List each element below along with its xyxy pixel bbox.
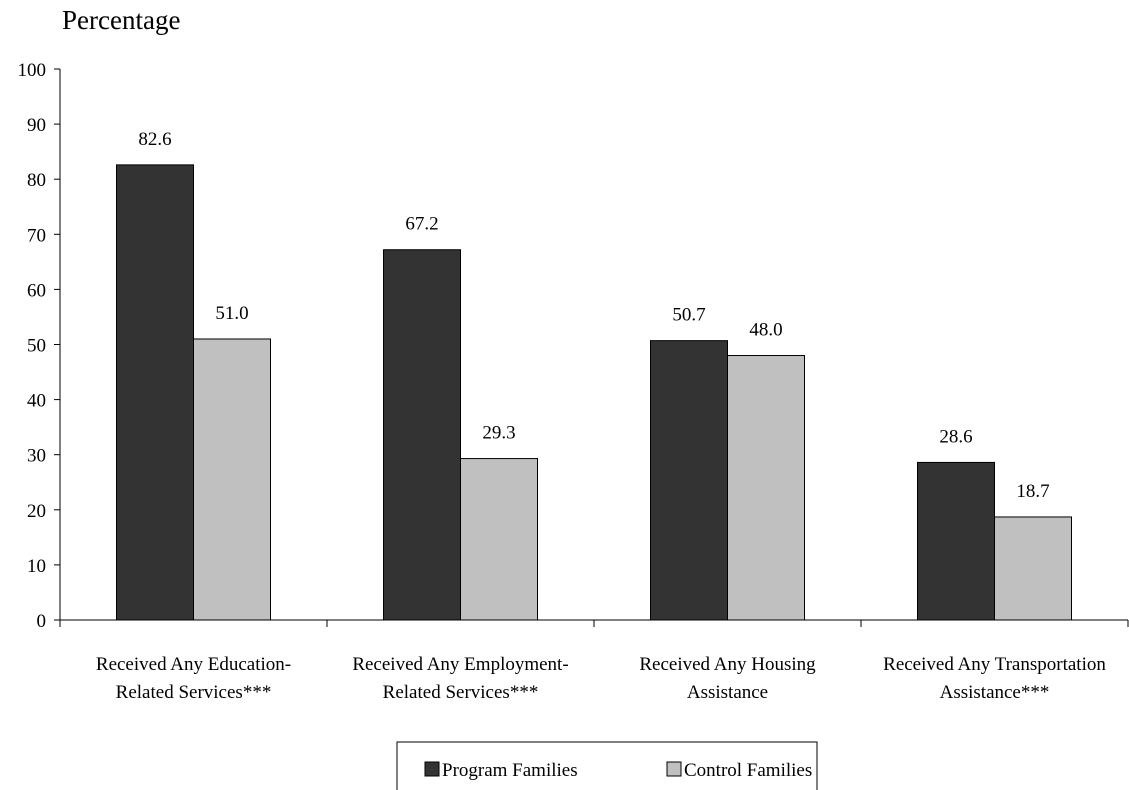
bar-program: [917, 461, 995, 621]
x-category-label: Related Services***: [383, 682, 539, 703]
bar-control: [193, 338, 271, 621]
y-axis-title: Percentage: [62, 5, 180, 35]
bar-control: [727, 355, 805, 621]
x-category-label: Received Any Transportation: [883, 654, 1106, 675]
legend-box: [396, 741, 818, 790]
x-category-label: Assistance: [687, 682, 768, 703]
data-label: 51.0: [215, 303, 248, 324]
x-category-label: Assistance***: [940, 682, 1050, 703]
y-tick-label: 30: [27, 446, 46, 467]
data-label: 28.6: [939, 426, 972, 447]
y-tick-label: 0: [37, 611, 47, 632]
x-category-label: Related Services***: [116, 682, 272, 703]
data-label: 67.2: [405, 214, 438, 235]
axes: 0 10 20 30 40 50 60 70 80 90 100 Received Any Educa…: [18, 60, 1129, 703]
bar-control: [460, 458, 538, 621]
y-tick-label: 90: [27, 115, 46, 136]
x-category-label: Received Any Employment-: [352, 654, 568, 675]
y-tick-label: 40: [27, 391, 46, 412]
y-tick-label: 60: [27, 280, 46, 301]
data-label: 29.3: [482, 423, 515, 444]
legend-swatch-program: [424, 761, 440, 777]
bars: 82.6 51.0 67.2 29.3 50.7 48.0 28.6 18.7: [116, 129, 1072, 621]
x-category-label: Received Any Education-: [96, 654, 291, 675]
x-category-label: Received Any Housing: [639, 654, 816, 675]
data-label: 82.6: [138, 129, 171, 150]
data-label: 18.7: [1016, 481, 1049, 502]
bar-program: [116, 164, 194, 621]
legend-label-program: Program Families: [442, 760, 578, 781]
y-tick-label: 20: [27, 501, 46, 522]
y-tick-label: 10: [27, 556, 46, 577]
bar-program: [650, 340, 728, 621]
data-label: 48.0: [749, 320, 782, 341]
bar-program: [383, 249, 461, 621]
y-tick-label: 50: [27, 336, 46, 357]
data-label: 50.7: [672, 305, 705, 326]
y-tick-label: 100: [18, 60, 47, 81]
legend-label-control: Control Families: [684, 760, 812, 781]
bar-control: [994, 516, 1072, 621]
legend-swatch-control: [666, 761, 682, 777]
y-tick-label: 80: [27, 170, 46, 191]
legend: Program Families Control Families: [396, 741, 818, 790]
y-tick-label: 70: [27, 225, 46, 246]
